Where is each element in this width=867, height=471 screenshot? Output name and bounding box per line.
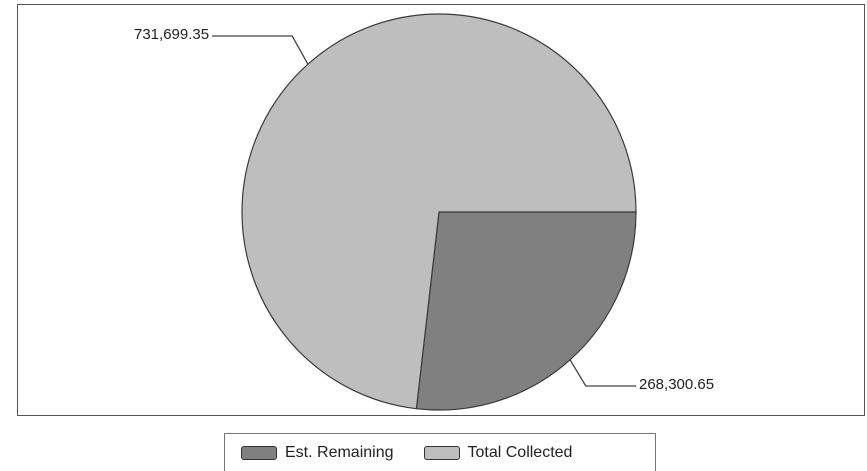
leader-line-1: [212, 35, 309, 65]
legend-swatch-est-remaining: [241, 445, 277, 460]
pie-slice-est-remaining: [415, 211, 637, 411]
legend-swatch-total-collected: [423, 445, 460, 460]
chart-frame: 731,699.35 268,300.65: [17, 4, 865, 416]
legend-label-est-remaining: Est. Remaining: [285, 443, 394, 461]
slice-label-est-remaining: 268,300.65: [639, 376, 715, 393]
legend: Est. Remaining Total Collected: [224, 433, 656, 471]
pie-chart: [212, 13, 637, 411]
legend-item-total-collected: Total Collected: [423, 443, 573, 462]
leader-lines: [212, 35, 636, 387]
slice-label-total-collected: 731,699.35: [134, 26, 210, 43]
legend-label-total-collected: Total Collected: [467, 443, 573, 461]
leader-line-0: [569, 359, 636, 387]
legend-item-est-remaining: Est. Remaining: [241, 444, 394, 462]
pie-slices: [241, 13, 637, 411]
